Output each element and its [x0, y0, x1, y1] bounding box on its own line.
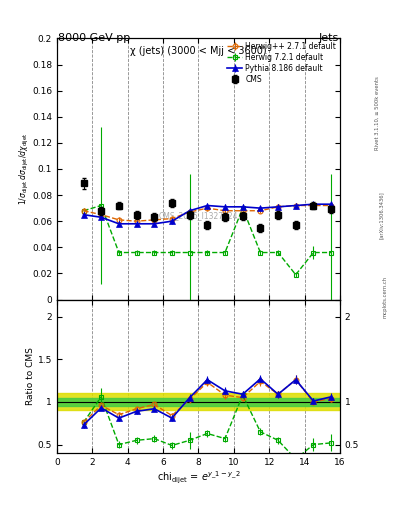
Legend: Herwig++ 2.7.1 default, Herwig 7.2.1 default, Pythia 8.186 default, CMS: Herwig++ 2.7.1 default, Herwig 7.2.1 def…	[226, 40, 338, 86]
Text: CMS_2015_I1327224: CMS_2015_I1327224	[159, 211, 238, 221]
Text: mcplots.cern.ch: mcplots.cern.ch	[383, 276, 387, 318]
X-axis label: chi$_\mathregular{dijet}$ = $e^{y\_1-y\_2}$: chi$_\mathregular{dijet}$ = $e^{y\_1-y\_…	[157, 470, 240, 486]
Text: 8000 GeV pp: 8000 GeV pp	[58, 33, 130, 44]
Text: Jets: Jets	[319, 33, 339, 44]
Bar	[57, 398, 340, 406]
Y-axis label: $1/\sigma_\mathrm{dijet}\,d\sigma_\mathrm{dijet}/d\chi_\mathrm{dijet}$: $1/\sigma_\mathrm{dijet}\,d\sigma_\mathr…	[18, 133, 31, 205]
Y-axis label: Ratio to CMS: Ratio to CMS	[26, 347, 35, 406]
Text: χ (jets) (3000 < Mjj < 3600): χ (jets) (3000 < Mjj < 3600)	[130, 46, 267, 56]
Text: Rivet 3.1.10, ≥ 500k events: Rivet 3.1.10, ≥ 500k events	[375, 76, 380, 150]
Text: [arXiv:1306.3436]: [arXiv:1306.3436]	[379, 191, 384, 239]
Bar	[57, 393, 340, 411]
